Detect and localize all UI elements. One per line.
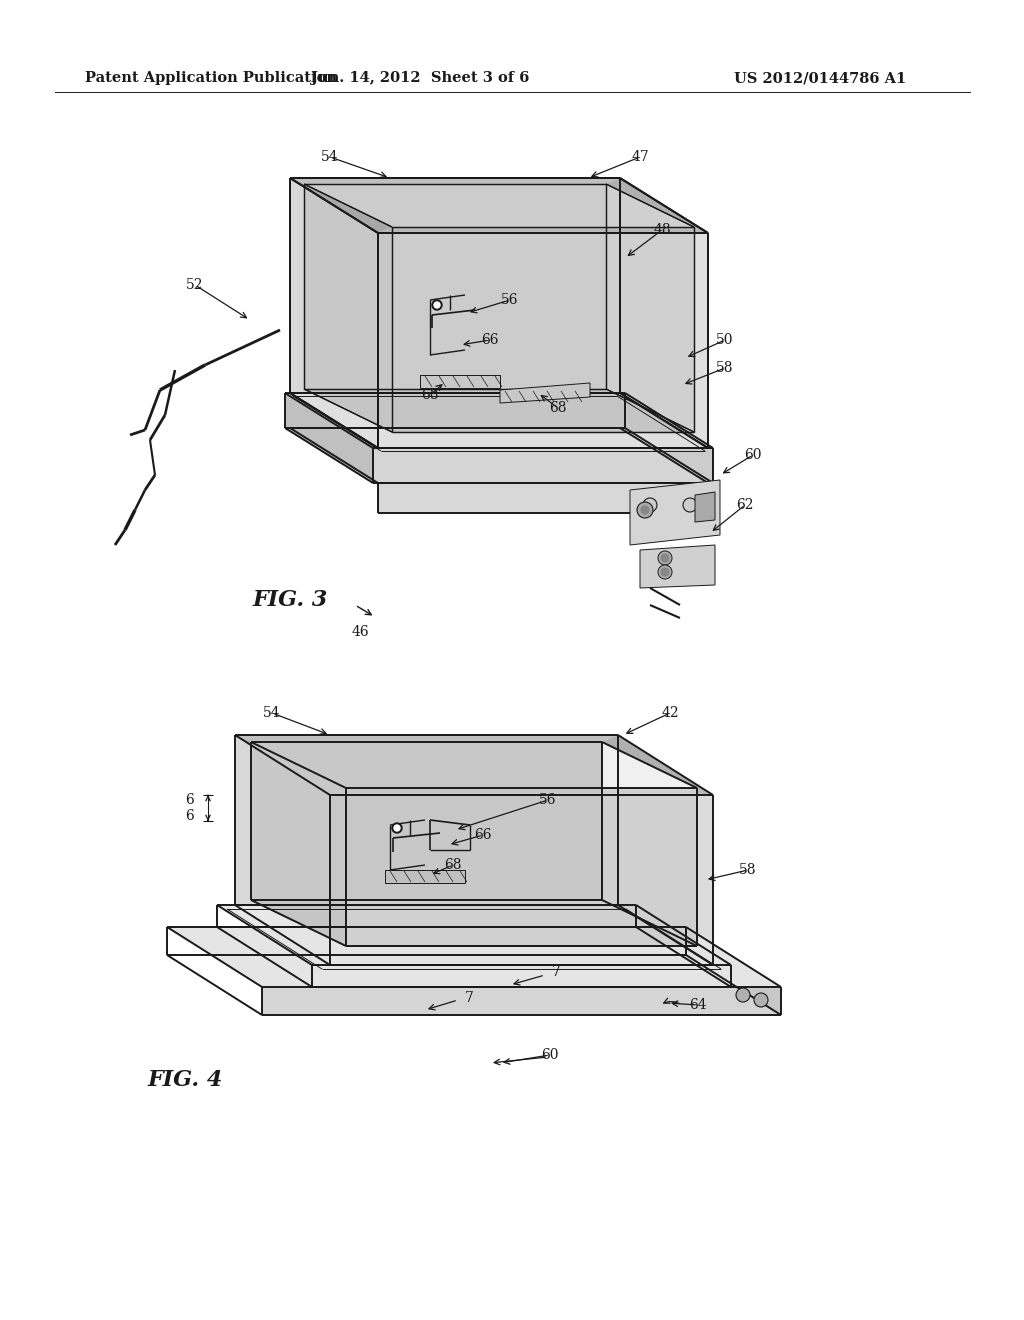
Polygon shape: [330, 795, 713, 965]
Text: 60: 60: [744, 447, 762, 462]
Polygon shape: [686, 927, 781, 1015]
Text: 7: 7: [465, 991, 473, 1005]
Polygon shape: [420, 375, 500, 388]
Text: 6: 6: [185, 809, 195, 822]
Text: 68: 68: [444, 858, 462, 873]
Text: Patent Application Publication: Patent Application Publication: [85, 71, 337, 84]
Text: 46: 46: [351, 624, 369, 639]
Polygon shape: [330, 788, 713, 795]
Text: 66: 66: [481, 333, 499, 347]
Text: Jun. 14, 2012  Sheet 3 of 6: Jun. 14, 2012 Sheet 3 of 6: [311, 71, 529, 84]
Text: FIG. 4: FIG. 4: [147, 1069, 222, 1092]
Text: 66: 66: [474, 828, 492, 842]
Polygon shape: [373, 447, 713, 483]
Polygon shape: [285, 393, 713, 447]
Text: 6: 6: [185, 793, 195, 807]
Circle shape: [662, 554, 669, 562]
Circle shape: [641, 506, 649, 513]
Polygon shape: [500, 383, 590, 403]
Text: 58: 58: [739, 863, 757, 876]
Polygon shape: [618, 735, 713, 965]
Text: 48: 48: [653, 223, 671, 238]
Circle shape: [662, 568, 669, 576]
Circle shape: [392, 822, 402, 833]
Circle shape: [683, 498, 697, 512]
Text: 54: 54: [263, 706, 281, 719]
Polygon shape: [304, 183, 606, 389]
Text: 42: 42: [662, 706, 679, 719]
Polygon shape: [290, 178, 708, 234]
Polygon shape: [285, 393, 373, 483]
Polygon shape: [312, 965, 731, 987]
Polygon shape: [167, 927, 781, 987]
Polygon shape: [304, 389, 694, 432]
Text: 58: 58: [716, 360, 734, 375]
Polygon shape: [251, 742, 602, 900]
Polygon shape: [234, 735, 330, 965]
Polygon shape: [606, 183, 694, 432]
Text: 47: 47: [631, 150, 649, 164]
Text: 52: 52: [186, 279, 204, 292]
Polygon shape: [378, 483, 708, 513]
Polygon shape: [385, 870, 465, 883]
Circle shape: [637, 502, 653, 517]
Text: 54: 54: [322, 150, 339, 164]
Polygon shape: [290, 178, 620, 183]
Text: 60: 60: [542, 1048, 559, 1063]
Polygon shape: [606, 178, 708, 234]
Polygon shape: [620, 178, 708, 447]
Polygon shape: [636, 906, 731, 987]
Polygon shape: [695, 492, 715, 521]
Text: 56: 56: [502, 293, 519, 308]
Circle shape: [432, 300, 442, 310]
Text: 68: 68: [549, 401, 566, 414]
Text: 62: 62: [736, 498, 754, 512]
Polygon shape: [392, 227, 694, 432]
Polygon shape: [217, 906, 731, 965]
Text: 56: 56: [540, 793, 557, 807]
Polygon shape: [378, 234, 708, 447]
Polygon shape: [234, 735, 713, 795]
Polygon shape: [290, 178, 392, 234]
Text: 68: 68: [421, 388, 438, 403]
Text: 7: 7: [552, 965, 560, 979]
Text: US 2012/0144786 A1: US 2012/0144786 A1: [734, 71, 906, 84]
Polygon shape: [234, 735, 346, 795]
Polygon shape: [304, 183, 392, 432]
Polygon shape: [640, 545, 715, 587]
Text: 50: 50: [716, 333, 734, 347]
Polygon shape: [378, 227, 708, 234]
Polygon shape: [625, 393, 713, 483]
Circle shape: [736, 987, 750, 1002]
Polygon shape: [602, 735, 713, 795]
Polygon shape: [234, 735, 618, 742]
Circle shape: [394, 825, 400, 832]
Text: 64: 64: [689, 998, 707, 1012]
Circle shape: [754, 993, 768, 1007]
Polygon shape: [251, 900, 697, 946]
Polygon shape: [290, 178, 378, 447]
Polygon shape: [630, 480, 720, 545]
Circle shape: [658, 565, 672, 579]
Text: FIG. 3: FIG. 3: [252, 589, 328, 611]
Polygon shape: [346, 788, 697, 946]
Polygon shape: [262, 987, 781, 1015]
Circle shape: [658, 550, 672, 565]
Circle shape: [643, 498, 657, 512]
Circle shape: [434, 302, 440, 308]
